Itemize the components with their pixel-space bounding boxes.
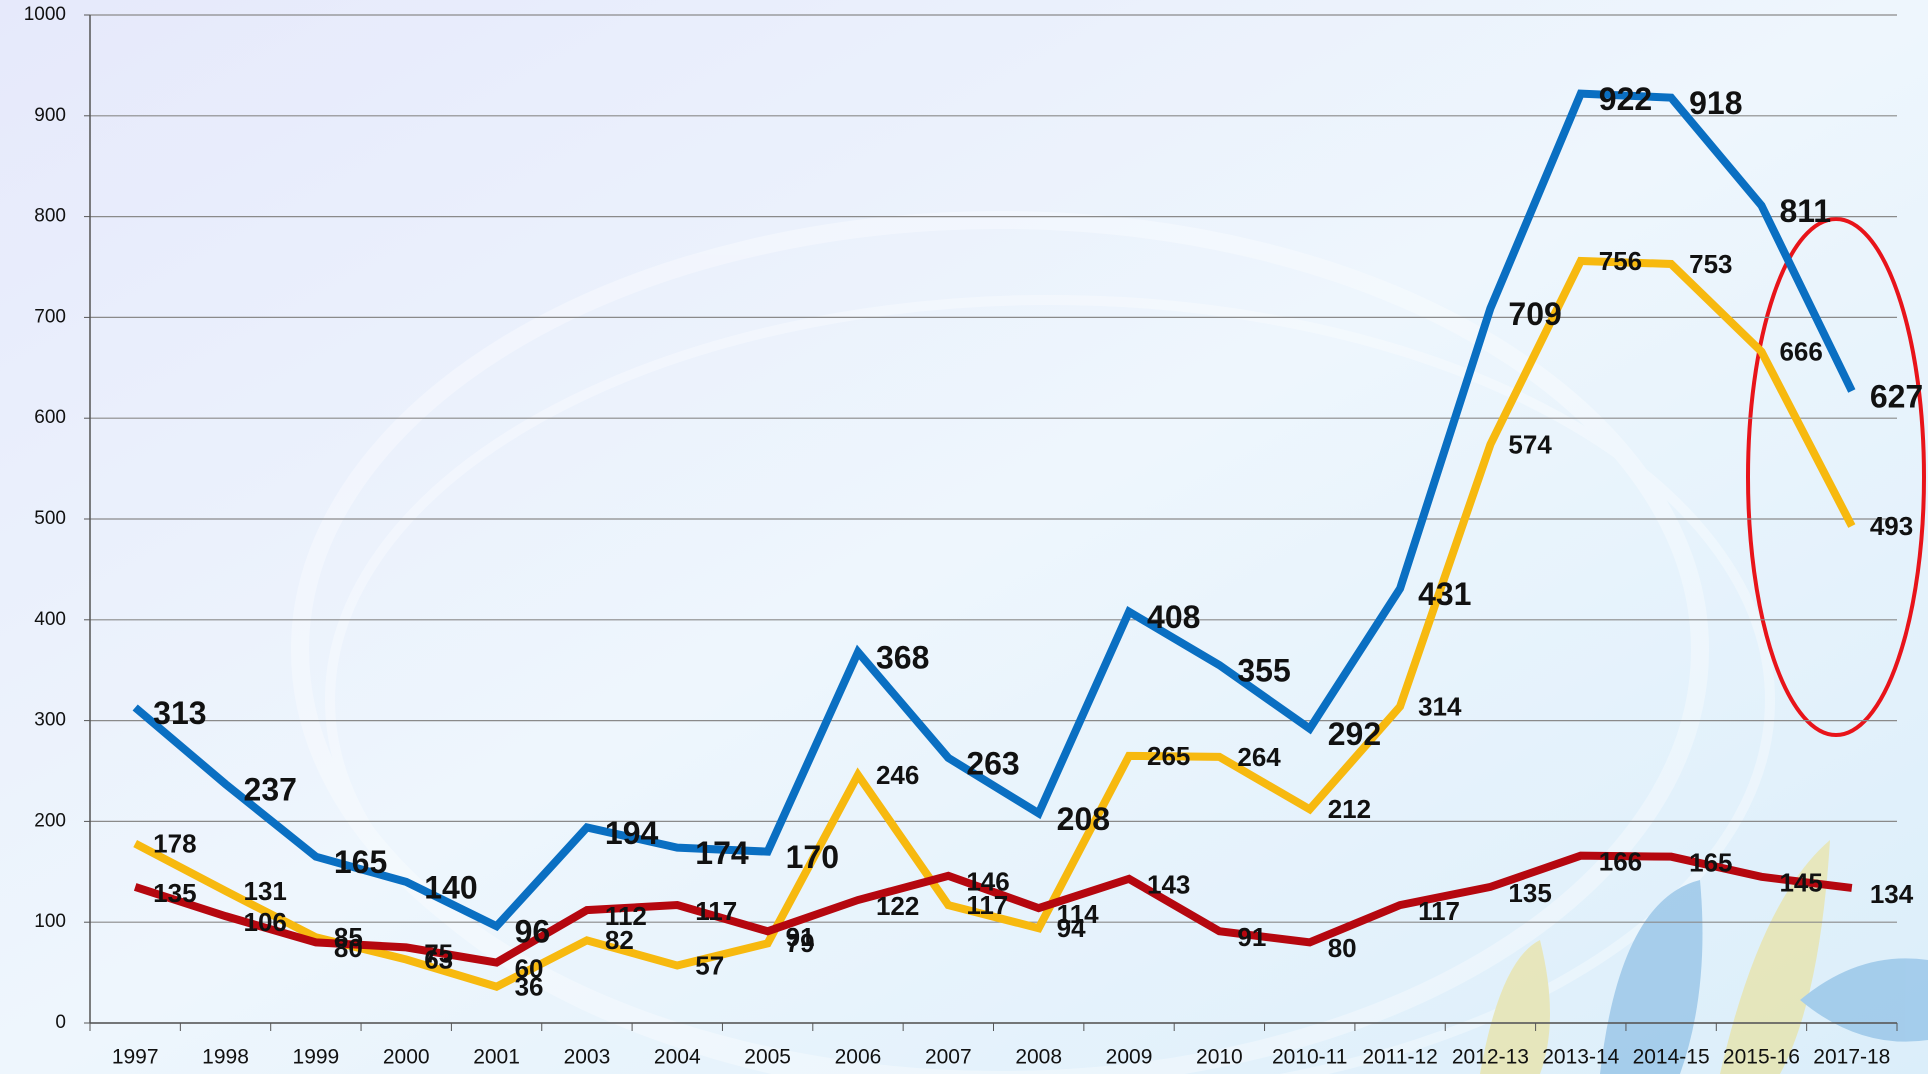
x-tick-label: 2013-14 bbox=[1542, 1046, 1619, 1069]
x-tick-label: 2010-11 bbox=[1272, 1046, 1348, 1069]
data-label: 174 bbox=[695, 835, 749, 871]
data-label: 143 bbox=[1147, 870, 1190, 900]
data-label: 265 bbox=[1147, 741, 1190, 771]
data-label: 753 bbox=[1689, 249, 1732, 279]
data-label: 314 bbox=[1418, 691, 1462, 721]
data-label: 292 bbox=[1328, 716, 1381, 752]
data-label: 313 bbox=[153, 695, 206, 731]
y-tick-label: 0 bbox=[55, 1012, 66, 1033]
data-label: 922 bbox=[1599, 81, 1652, 117]
data-label: 134 bbox=[1870, 879, 1914, 909]
x-tick-label: 2005 bbox=[744, 1046, 791, 1069]
x-tick-label: 2007 bbox=[925, 1046, 972, 1069]
x-tick-label: 1998 bbox=[202, 1046, 249, 1069]
x-tick-label: 2017-18 bbox=[1813, 1046, 1890, 1069]
data-label: 122 bbox=[876, 891, 919, 921]
data-label: 131 bbox=[244, 876, 287, 906]
chart: 0 100 200 300 400 500 600 700 800 900 1000 1997 1998… bbox=[0, 0, 1928, 1074]
x-tick-label: 2010 bbox=[1196, 1046, 1243, 1069]
data-label: 355 bbox=[1237, 653, 1290, 689]
data-label: 666 bbox=[1779, 337, 1822, 367]
data-label: 368 bbox=[876, 640, 929, 676]
data-label: 91 bbox=[786, 922, 815, 952]
data-label: 165 bbox=[1689, 848, 1732, 878]
data-label: 431 bbox=[1418, 576, 1471, 612]
data-label: 194 bbox=[605, 815, 659, 851]
data-label: 135 bbox=[153, 878, 196, 908]
data-label: 263 bbox=[966, 745, 1019, 781]
x-tick-label: 2014-15 bbox=[1633, 1046, 1710, 1069]
data-label: 264 bbox=[1237, 742, 1281, 772]
data-label: 811 bbox=[1779, 193, 1831, 229]
data-label: 91 bbox=[1237, 922, 1266, 952]
data-label: 408 bbox=[1147, 599, 1200, 635]
data-label: 114 bbox=[1057, 899, 1099, 929]
data-label: 80 bbox=[1328, 933, 1357, 963]
y-tick-label: 600 bbox=[34, 407, 66, 428]
x-tick-label: 2000 bbox=[383, 1046, 430, 1069]
x-tick-label: 2011-12 bbox=[1362, 1046, 1438, 1069]
data-label: 756 bbox=[1599, 246, 1642, 276]
data-label: 709 bbox=[1508, 296, 1561, 332]
data-label: 178 bbox=[153, 828, 196, 858]
data-label: 493 bbox=[1870, 511, 1913, 541]
data-label: 170 bbox=[786, 839, 839, 875]
x-tick-label: 2004 bbox=[654, 1046, 701, 1069]
y-tick-label: 400 bbox=[34, 609, 66, 630]
data-label: 166 bbox=[1599, 847, 1642, 877]
data-label: 165 bbox=[334, 844, 387, 880]
data-label: 246 bbox=[876, 760, 919, 790]
y-tick-label: 300 bbox=[34, 710, 66, 731]
data-label: 140 bbox=[424, 869, 477, 905]
x-tick-label: 2015-16 bbox=[1723, 1046, 1800, 1069]
x-tick-label: 1999 bbox=[293, 1046, 340, 1069]
data-label: 112 bbox=[605, 901, 647, 931]
y-tick-label: 100 bbox=[34, 911, 66, 932]
x-tick-label: 2008 bbox=[1015, 1046, 1062, 1069]
data-label: 80 bbox=[334, 933, 363, 963]
y-tick-label: 700 bbox=[34, 306, 66, 327]
data-label: 145 bbox=[1779, 868, 1822, 898]
data-label: 106 bbox=[244, 907, 287, 937]
x-tick-label: 2003 bbox=[564, 1046, 611, 1069]
data-label: 96 bbox=[515, 914, 551, 950]
data-label: 117 bbox=[1418, 896, 1460, 926]
data-label: 60 bbox=[515, 953, 544, 983]
data-label: 212 bbox=[1328, 794, 1371, 824]
y-tick-label: 900 bbox=[34, 105, 66, 126]
data-label: 75 bbox=[424, 938, 453, 968]
x-tick-label: 2009 bbox=[1106, 1046, 1153, 1069]
data-label: 627 bbox=[1870, 378, 1923, 414]
data-label: 117 bbox=[695, 896, 737, 926]
x-tick-label: 2006 bbox=[835, 1046, 882, 1069]
y-tick-label: 200 bbox=[34, 810, 66, 831]
y-tick-label: 1000 bbox=[24, 4, 66, 25]
y-tick-label: 500 bbox=[34, 508, 66, 529]
x-tick-label: 2012-13 bbox=[1452, 1046, 1529, 1069]
data-label: 574 bbox=[1508, 429, 1552, 459]
data-label: 57 bbox=[695, 950, 724, 980]
data-label: 146 bbox=[966, 867, 1009, 897]
data-label: 135 bbox=[1508, 878, 1551, 908]
x-tick-label: 1997 bbox=[112, 1046, 159, 1069]
data-label: 208 bbox=[1057, 801, 1110, 837]
data-label: 918 bbox=[1689, 85, 1742, 121]
data-label: 237 bbox=[244, 772, 297, 808]
y-tick-label: 800 bbox=[34, 206, 66, 227]
x-tick-label: 2001 bbox=[473, 1046, 520, 1069]
